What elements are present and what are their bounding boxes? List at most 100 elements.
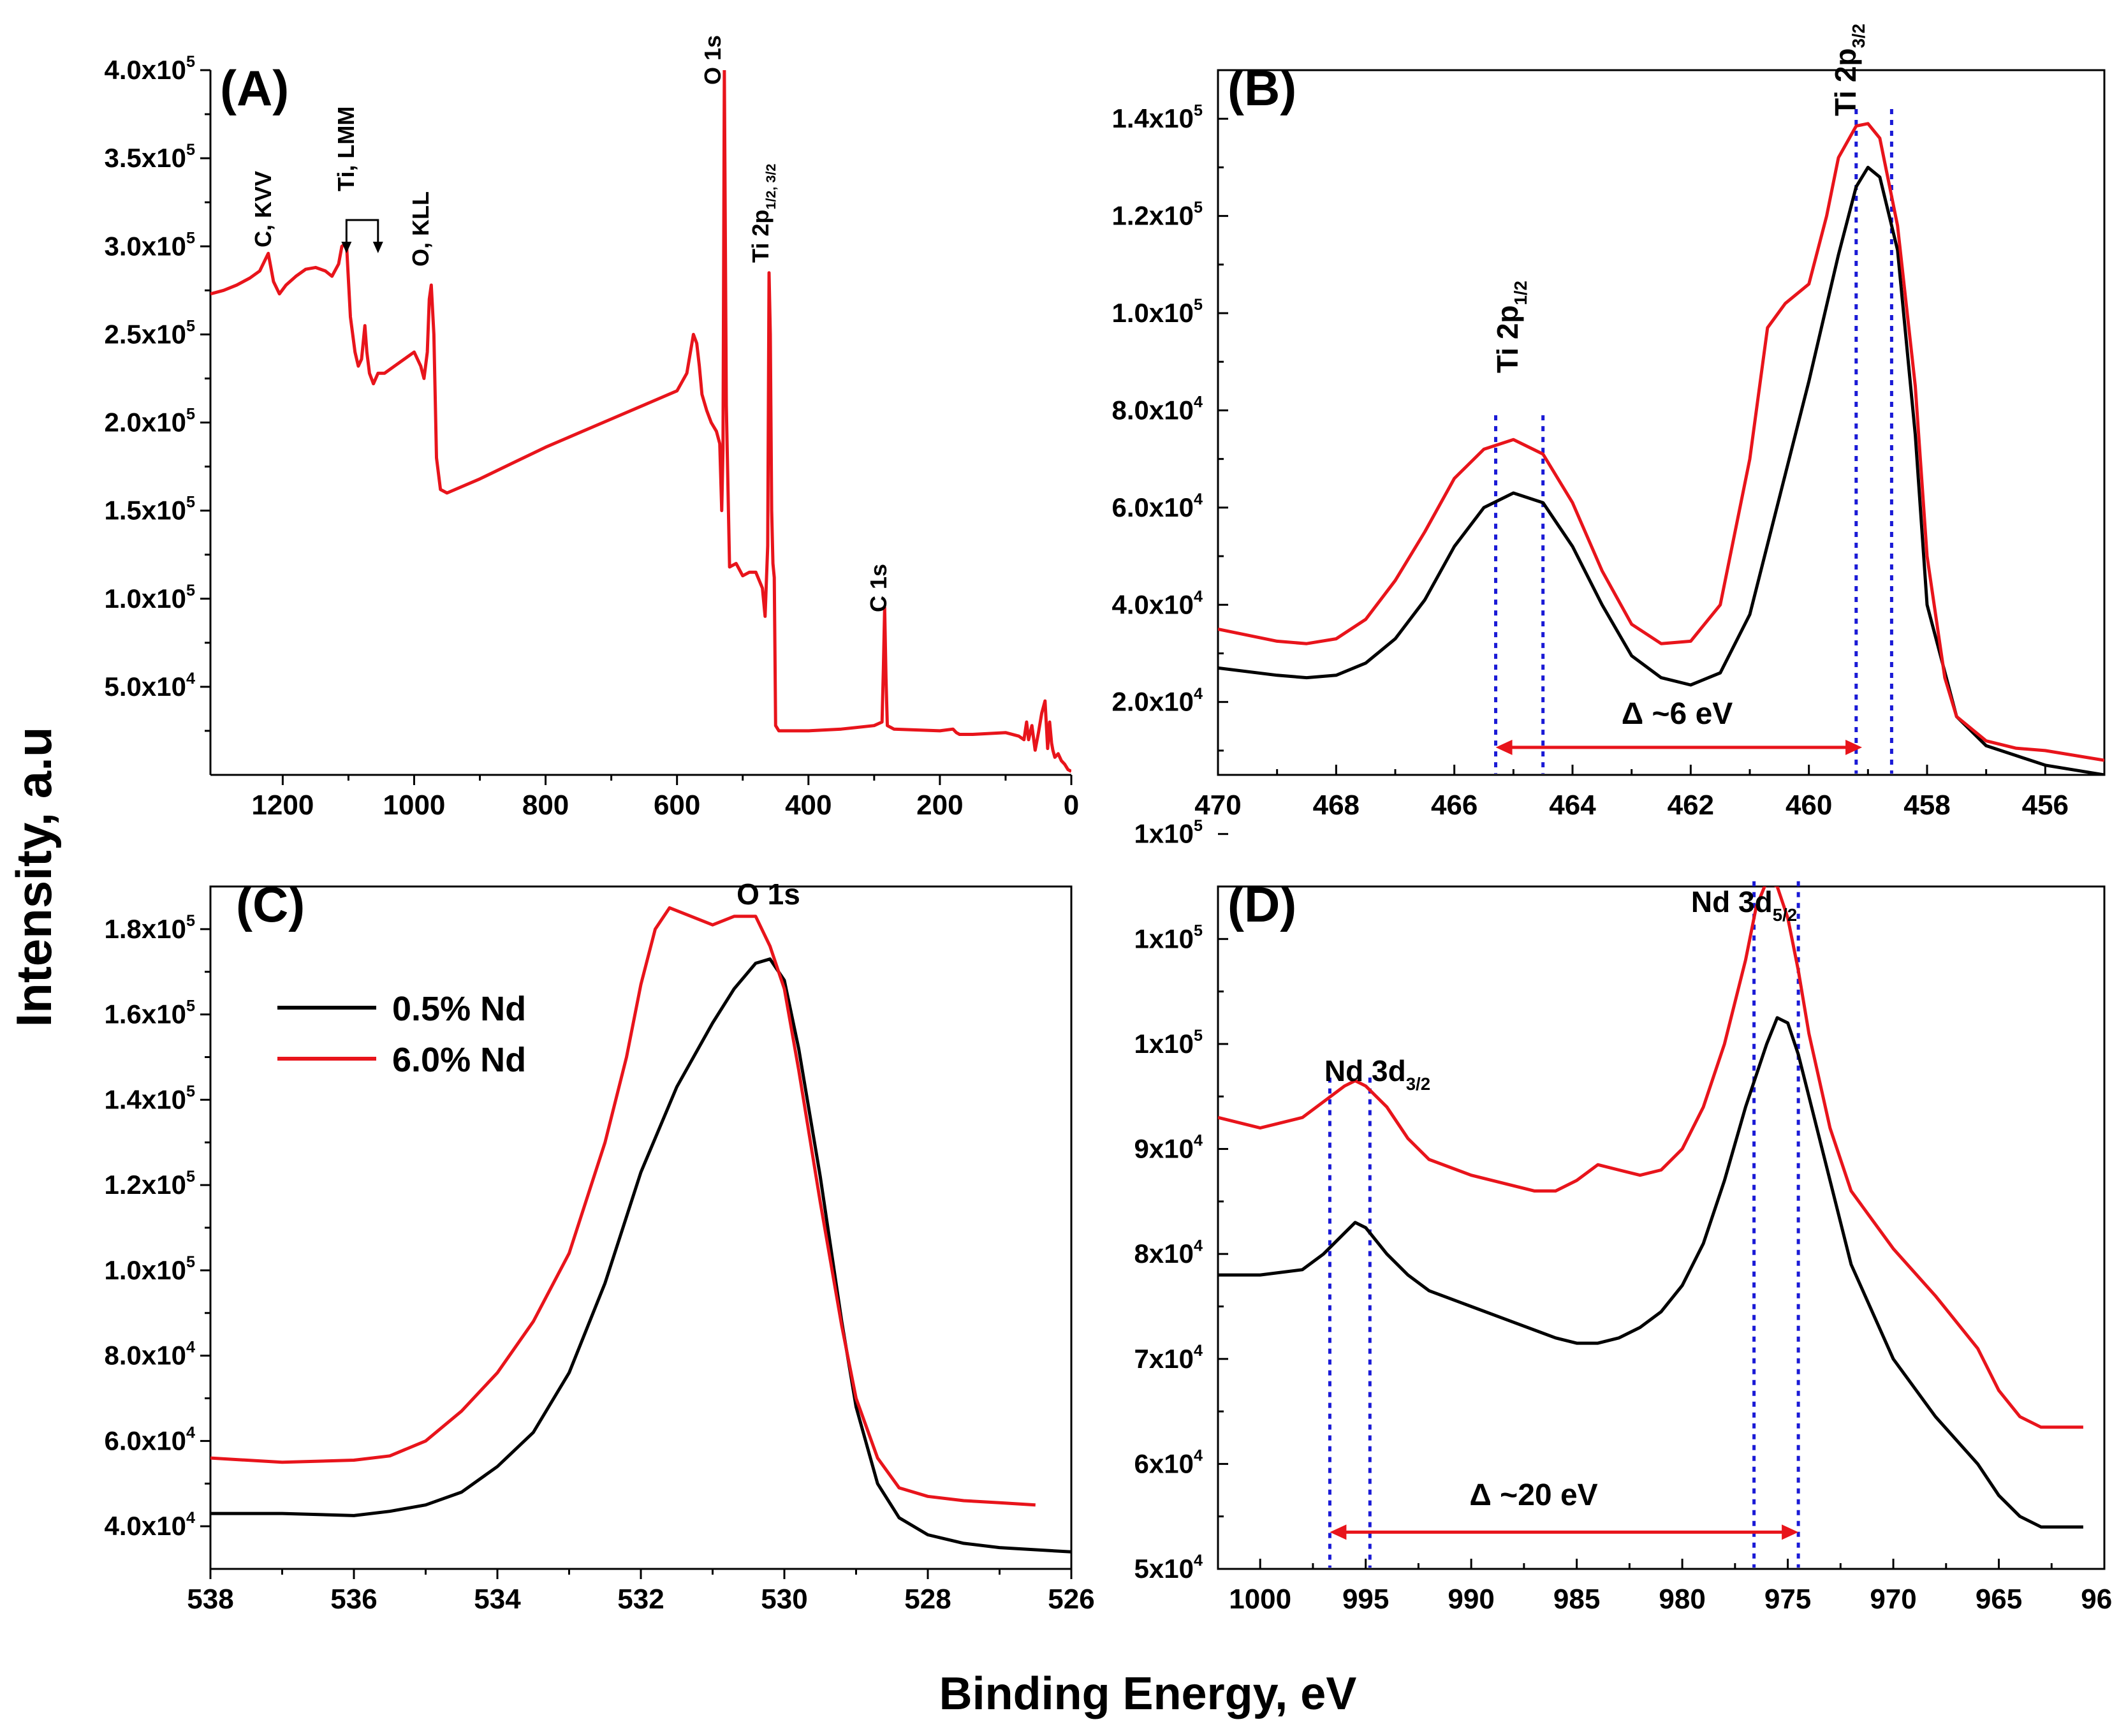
y-tick-label: 1x105 [1134,922,1203,953]
y-tick-label: 3.5x105 [105,141,195,173]
y-tick-label: 4.0x104 [105,1509,195,1541]
y-axis-label: Intensity, a.u [6,727,62,1027]
y-tick-label: 1.0x105 [1112,296,1203,328]
x-tick-label: 468 [1313,790,1360,821]
peak-annotation: Ti, LMM [333,107,359,191]
series-line-6.0nd [210,70,1071,773]
y-tick-label: 1.0x105 [105,582,195,614]
legend-label-6.0-nd: 6.0% Nd [392,1041,526,1079]
panel-c: 538 536 534 532 530 528 526 4.0x104 6.0x104 8.0x1… [105,876,1095,1615]
peak-annotation: Ti 2p1/2, 3/2 [747,164,779,263]
y-tick-label: 1.8x105 [105,912,195,944]
x-tick-label: 460 [1786,790,1832,821]
x-tick-label: 970 [1870,1584,1916,1615]
peak-annotation: C 1s [865,564,891,612]
series-line-6.0nd [210,906,1036,1507]
y-tick-label: 6x104 [1134,1446,1203,1478]
x-tick-label: 980 [1659,1584,1705,1615]
legend: 0.5% Nd 6.0% Nd [277,990,526,1079]
plot-frame [1217,69,2106,776]
y-tick-label: 9x104 [1134,1132,1203,1164]
peak-annotation: C, KVV [250,171,276,247]
y-tick-label: 2.5x105 [105,317,195,349]
y-tick-label: 5x104 [1134,1552,1203,1584]
y-tick-label: 1.2x105 [1112,199,1203,231]
x-tick-label: 990 [1448,1584,1494,1615]
x-tick-label: 530 [761,1584,807,1615]
x-tick-label: 1000 [1229,1584,1291,1615]
x-tick-label: 200 [916,790,963,821]
peak-annotation: O, KLL [407,191,434,267]
panel-d: 1000 995 990 985 980 975 970 965 960 5x104 6x104 7x… [1134,817,2112,1615]
delta-arrow-head-right [1845,739,1863,755]
y-tick-label: 7x104 [1134,1342,1203,1374]
chart-panels: 1200 1000 800 600 400 200 0 5.0x104 1.0x105 1.5x1… [105,24,2112,1615]
delta-arrow-head-left [1330,1524,1347,1540]
x-tick-label: 462 [1668,790,1714,821]
x-tick-label: 532 [617,1584,664,1615]
y-tick-label: 8.0x104 [1112,394,1203,425]
x-tick-label: 538 [187,1584,233,1615]
peak-annotation: Nd 3d3/2 [1324,1054,1430,1094]
panel-label: (A) [220,60,289,116]
y-tick-label: 1.6x105 [105,997,195,1029]
x-tick-label: 1200 [251,790,314,821]
peak-annotation: Ti 2p3/2 [1829,24,1868,116]
series-line-6.0nd [1218,122,2104,762]
y-tick-label: 3.0x105 [105,229,195,261]
x-tick-label: 400 [785,790,832,821]
panel-label: (C) [236,876,305,932]
x-tick-label: 975 [1764,1584,1811,1615]
y-tick-label: 1x105 [1134,1027,1203,1059]
series-line-0.5nd [1218,165,2104,775]
y-tick-label: 6.0x104 [105,1423,195,1455]
delta-annotation: Δ ~6 eV [1622,697,1733,731]
x-tick-label: 800 [522,790,569,821]
x-tick-label: 466 [1431,790,1478,821]
x-tick-label: 960 [2081,1584,2112,1615]
ti-lmm-bracket [345,219,379,246]
x-tick-label: 1000 [383,790,446,821]
x-tick-label: 534 [474,1584,521,1615]
y-tick-label: 1x105 [1134,817,1203,849]
peak-annotation: Nd 3d5/2 [1691,885,1797,925]
y-tick-label: 5.0x104 [105,670,195,702]
x-tick-label: 965 [1976,1584,2022,1615]
y-tick-label: 1.2x105 [105,1168,195,1200]
y-tick-label: 1.4x105 [105,1082,195,1114]
x-tick-label: 536 [330,1584,377,1615]
legend-label-0.5-nd: 0.5% Nd [392,990,526,1028]
x-tick-label: 464 [1549,790,1596,821]
panel-a: 1200 1000 800 600 400 200 0 5.0x104 1.0x105 1.5x1… [105,35,1080,821]
x-tick-label: 526 [1048,1584,1094,1615]
series-line-0.5nd [1218,1016,2083,1529]
ti-lmm-arrow-right [372,242,383,253]
x-tick-label: 995 [1342,1584,1389,1615]
plot-frame [1217,885,2106,1570]
peak-annotation: Ti 2p1/2 [1491,281,1530,373]
peak-annotation: O 1s [700,35,726,85]
x-tick-label: 470 [1194,790,1241,821]
y-tick-label: 2.0x105 [105,406,195,438]
series-line-0.5nd [210,957,1071,1554]
x-tick-label: 985 [1553,1584,1600,1615]
panel-label: (D) [1228,876,1296,932]
delta-arrow-head-right [1782,1524,1799,1540]
y-tick-label: 8x104 [1134,1237,1203,1269]
y-tick-label: 1.5x105 [105,494,195,526]
y-tick-label: 4.0x104 [1112,587,1203,619]
y-tick-label: 4.0x105 [105,53,195,85]
delta-arrow-head-left [1495,739,1513,755]
y-tick-label: 1.4x105 [1112,101,1203,133]
x-axis-label: Binding Energy, eV [939,1668,1357,1719]
x-tick-label: 0 [1064,790,1079,821]
y-tick-label: 8.0x104 [105,1339,195,1371]
delta-annotation: Δ ~20 eV [1469,1478,1597,1512]
x-tick-label: 528 [904,1584,951,1615]
panel-b: 470 468 466 464 462 460 458 456 2.0x104 4.0x104 6.… [1112,24,2106,821]
y-tick-label: 6.0x104 [1112,490,1203,522]
x-tick-label: 456 [2022,790,2069,821]
y-tick-label: 1.0x105 [105,1253,195,1285]
series-line-6.0nd [1218,886,2083,1429]
